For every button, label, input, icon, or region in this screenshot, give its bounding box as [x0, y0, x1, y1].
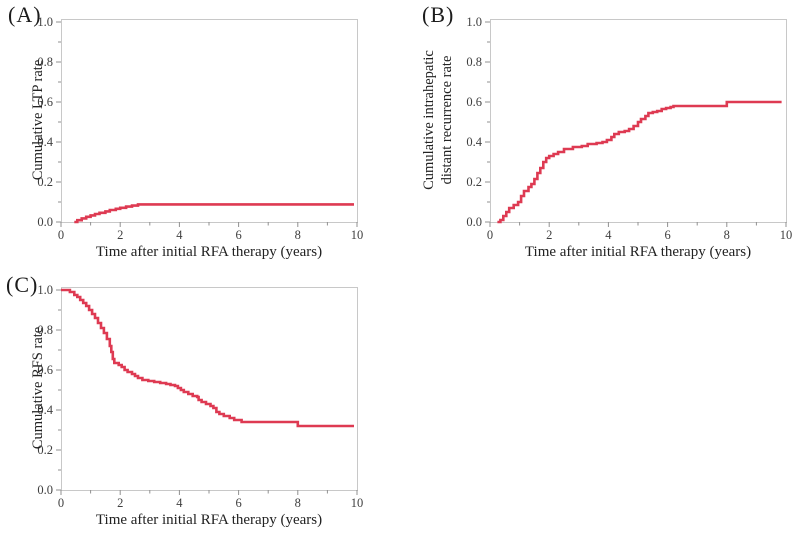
- plot-frame: [61, 19, 358, 223]
- x-tick-label: 6: [235, 228, 241, 242]
- y-tick-label: 0.2: [466, 175, 482, 189]
- y-tick-label: 0.8: [466, 55, 482, 69]
- ylabel-line: distant recurrence rate: [439, 55, 455, 185]
- y-tick-label: 0.0: [37, 215, 53, 229]
- ylabel-line: Cumulative intrahepatic: [421, 50, 437, 190]
- y-tick-label: 0.2: [37, 175, 53, 189]
- x-tick-label: 8: [724, 228, 730, 242]
- panel-b-letter: (B): [422, 2, 455, 27]
- ylabel-line: Cumulative RFS rate: [30, 326, 46, 450]
- x-tick-label: 6: [235, 496, 241, 510]
- x-tick-label: 6: [664, 228, 670, 242]
- x-tick-label: 8: [295, 496, 301, 510]
- y-tick-label: 0.6: [466, 95, 482, 109]
- panel-a-letter: (A): [8, 2, 42, 27]
- panel-a-plot: 0.0 0.2 0.4 0.6 0.8 1.0 0 2 4 6 8 10: [37, 15, 364, 242]
- x-tick-label: 4: [605, 228, 612, 242]
- y-tick-label: 1.0: [37, 15, 53, 29]
- km-curve: [61, 288, 354, 428]
- y-tick-label: 0.0: [466, 215, 482, 229]
- panel-c-ylabel: Cumulative RFS rate: [29, 327, 47, 449]
- y-tick-label: 0.6: [37, 95, 53, 109]
- y-tick-label: 0.8: [37, 323, 53, 337]
- x-tick-label: 0: [58, 496, 64, 510]
- panel-c-xlabel: Time after initial RFA therapy (years): [95, 512, 323, 528]
- x-tick-label: 4: [176, 228, 183, 242]
- panel-a-xlabel: Time after initial RFA therapy (years): [95, 244, 323, 260]
- y-tick-label: 0.0: [37, 483, 53, 497]
- panel-c-letter: (C): [6, 272, 39, 297]
- y-tick-label: 0.4: [37, 403, 53, 417]
- y-tick-label: 0.6: [37, 363, 53, 377]
- panel-b: 0.0 0.2 0.4 0.6 0.8 1.0 0 2 4 6 8 10 (B) Cumulative…: [400, 0, 799, 265]
- panel-a-ylabel: Cumulative LTP rate: [29, 60, 47, 181]
- panel-b-ylabel: Cumulative intrahepatic distant recurren…: [420, 50, 456, 190]
- km-curve: [74, 203, 354, 224]
- y-tick-label: 0.4: [466, 135, 482, 149]
- x-tick-label: 2: [546, 228, 552, 242]
- km-curve: [497, 100, 782, 224]
- y-tick-label: 0.8: [37, 55, 53, 69]
- plot-frame: [61, 287, 358, 491]
- y-tick-label: 0.2: [37, 443, 53, 457]
- panel-a: 0.0 0.2 0.4 0.6 0.8 1.0 0 2 4 6 8 10 (A) Cumulative…: [0, 0, 400, 265]
- x-tick-label: 10: [351, 496, 364, 510]
- x-tick-label: 2: [117, 496, 123, 510]
- x-tick-label: 10: [351, 228, 364, 242]
- panel-b-plot: 0.0 0.2 0.4 0.6 0.8 1.0 0 2 4 6 8 10: [466, 15, 793, 242]
- ylabel-line: Cumulative LTP rate: [30, 59, 46, 181]
- x-tick-label: 10: [780, 228, 793, 242]
- y-tick-label: 1.0: [37, 283, 53, 297]
- x-tick-label: 0: [58, 228, 64, 242]
- panel-c-plot: 0.0 0.2 0.4 0.6 0.8 1.0 0 2 4 6 8 10: [37, 283, 364, 510]
- panel-c: 0.0 0.2 0.4 0.6 0.8 1.0 0 2 4 6 8 10 (C) Cumulative…: [0, 268, 400, 537]
- x-tick-label: 2: [117, 228, 123, 242]
- x-tick-label: 8: [295, 228, 301, 242]
- x-tick-label: 4: [176, 496, 183, 510]
- y-tick-label: 1.0: [466, 15, 482, 29]
- x-tick-label: 0: [487, 228, 493, 242]
- y-tick-label: 0.4: [37, 135, 53, 149]
- panel-b-xlabel: Time after initial RFA therapy (years): [524, 244, 752, 260]
